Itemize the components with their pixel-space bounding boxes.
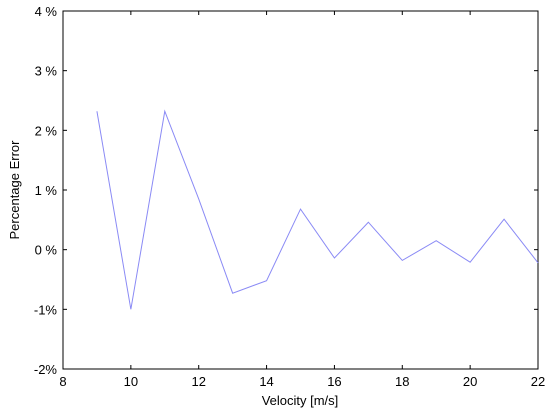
plot-area-frame [63,11,538,369]
x-tick-label: 14 [259,374,273,389]
y-tick-label: 2 % [35,123,58,138]
x-tick-label: 18 [395,374,409,389]
y-axis-label: Percentage Error [7,140,22,240]
y-tick-label: 0 % [35,243,58,258]
x-tick-label: 20 [463,374,477,389]
series-layer [97,111,538,309]
y-tick-label: 4 % [35,4,58,19]
x-tick-label: 10 [124,374,138,389]
y-tick-label: -1% [34,302,58,317]
y-tick-label: -2% [34,362,58,377]
x-axis-label: Velocity [m/s] [262,393,339,408]
y-tick-label: 1 % [35,183,58,198]
x-tick-label: 8 [59,374,66,389]
x-tick-label: 16 [327,374,341,389]
y-axis: -2% -1% 0 % 1 % 2 % 3 % 4 % [34,4,538,377]
x-tick-label: 22 [531,374,545,389]
x-axis: 8 10 12 14 16 18 20 22 [59,11,545,389]
y-tick-label: 3 % [35,64,58,79]
x-tick-label: 12 [191,374,205,389]
series-line [97,111,538,309]
